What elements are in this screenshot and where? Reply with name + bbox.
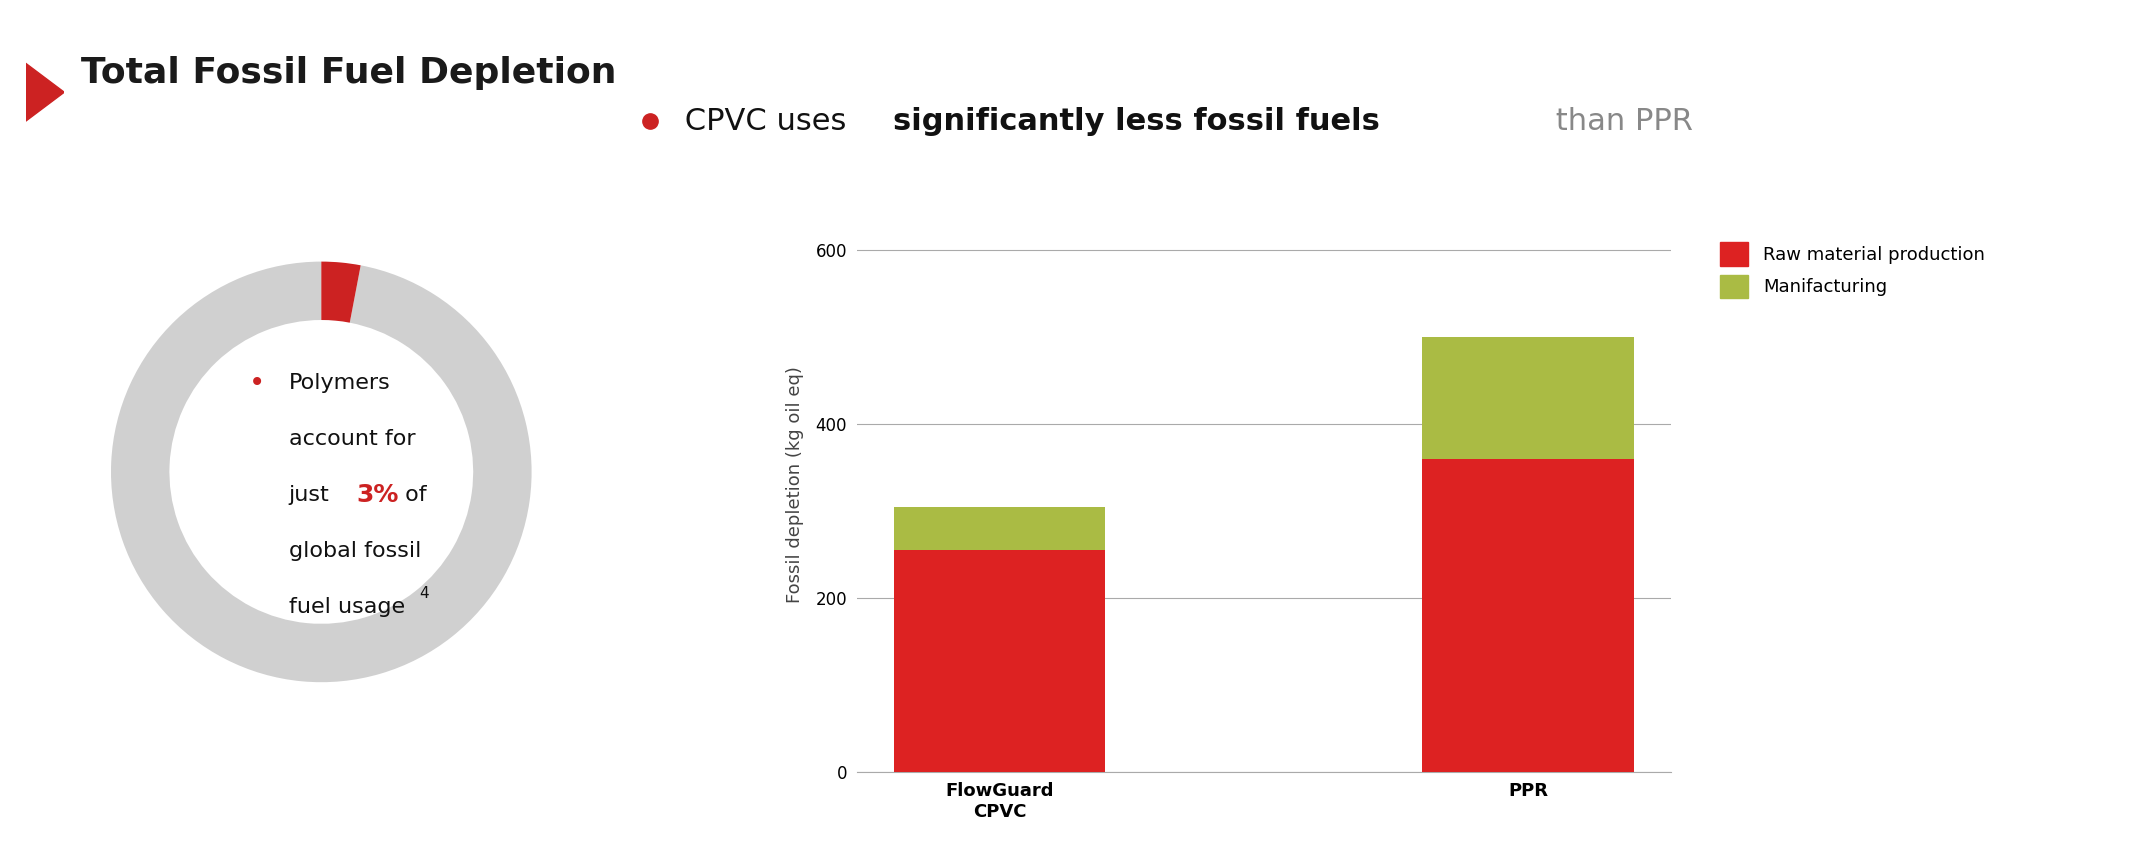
Wedge shape — [321, 262, 360, 323]
Text: Total Fossil Fuel Depletion: Total Fossil Fuel Depletion — [81, 56, 617, 90]
Text: of: of — [398, 486, 426, 505]
Wedge shape — [111, 262, 531, 682]
Text: fuel usage: fuel usage — [289, 597, 405, 618]
Text: 3%: 3% — [356, 483, 398, 507]
Bar — [893, 550, 1105, 772]
Bar — [1422, 459, 1634, 772]
Text: account for: account for — [289, 429, 416, 450]
Text: than PPR: than PPR — [1547, 107, 1692, 136]
Y-axis label: Fossil depletion (kg oil eq): Fossil depletion (kg oil eq) — [786, 366, 805, 603]
Bar — [893, 506, 1105, 550]
Text: just: just — [289, 486, 336, 505]
Text: CPVC uses: CPVC uses — [675, 107, 857, 136]
Legend: Raw material production, Manifacturing: Raw material production, Manifacturing — [1711, 235, 1992, 305]
Text: global fossil: global fossil — [289, 541, 422, 561]
Text: •: • — [248, 369, 266, 397]
Text: significantly less fossil fuels: significantly less fossil fuels — [893, 107, 1379, 136]
Text: Polymers: Polymers — [289, 373, 390, 393]
Text: 4: 4 — [420, 586, 428, 601]
Bar — [1422, 336, 1634, 459]
Polygon shape — [26, 63, 64, 121]
